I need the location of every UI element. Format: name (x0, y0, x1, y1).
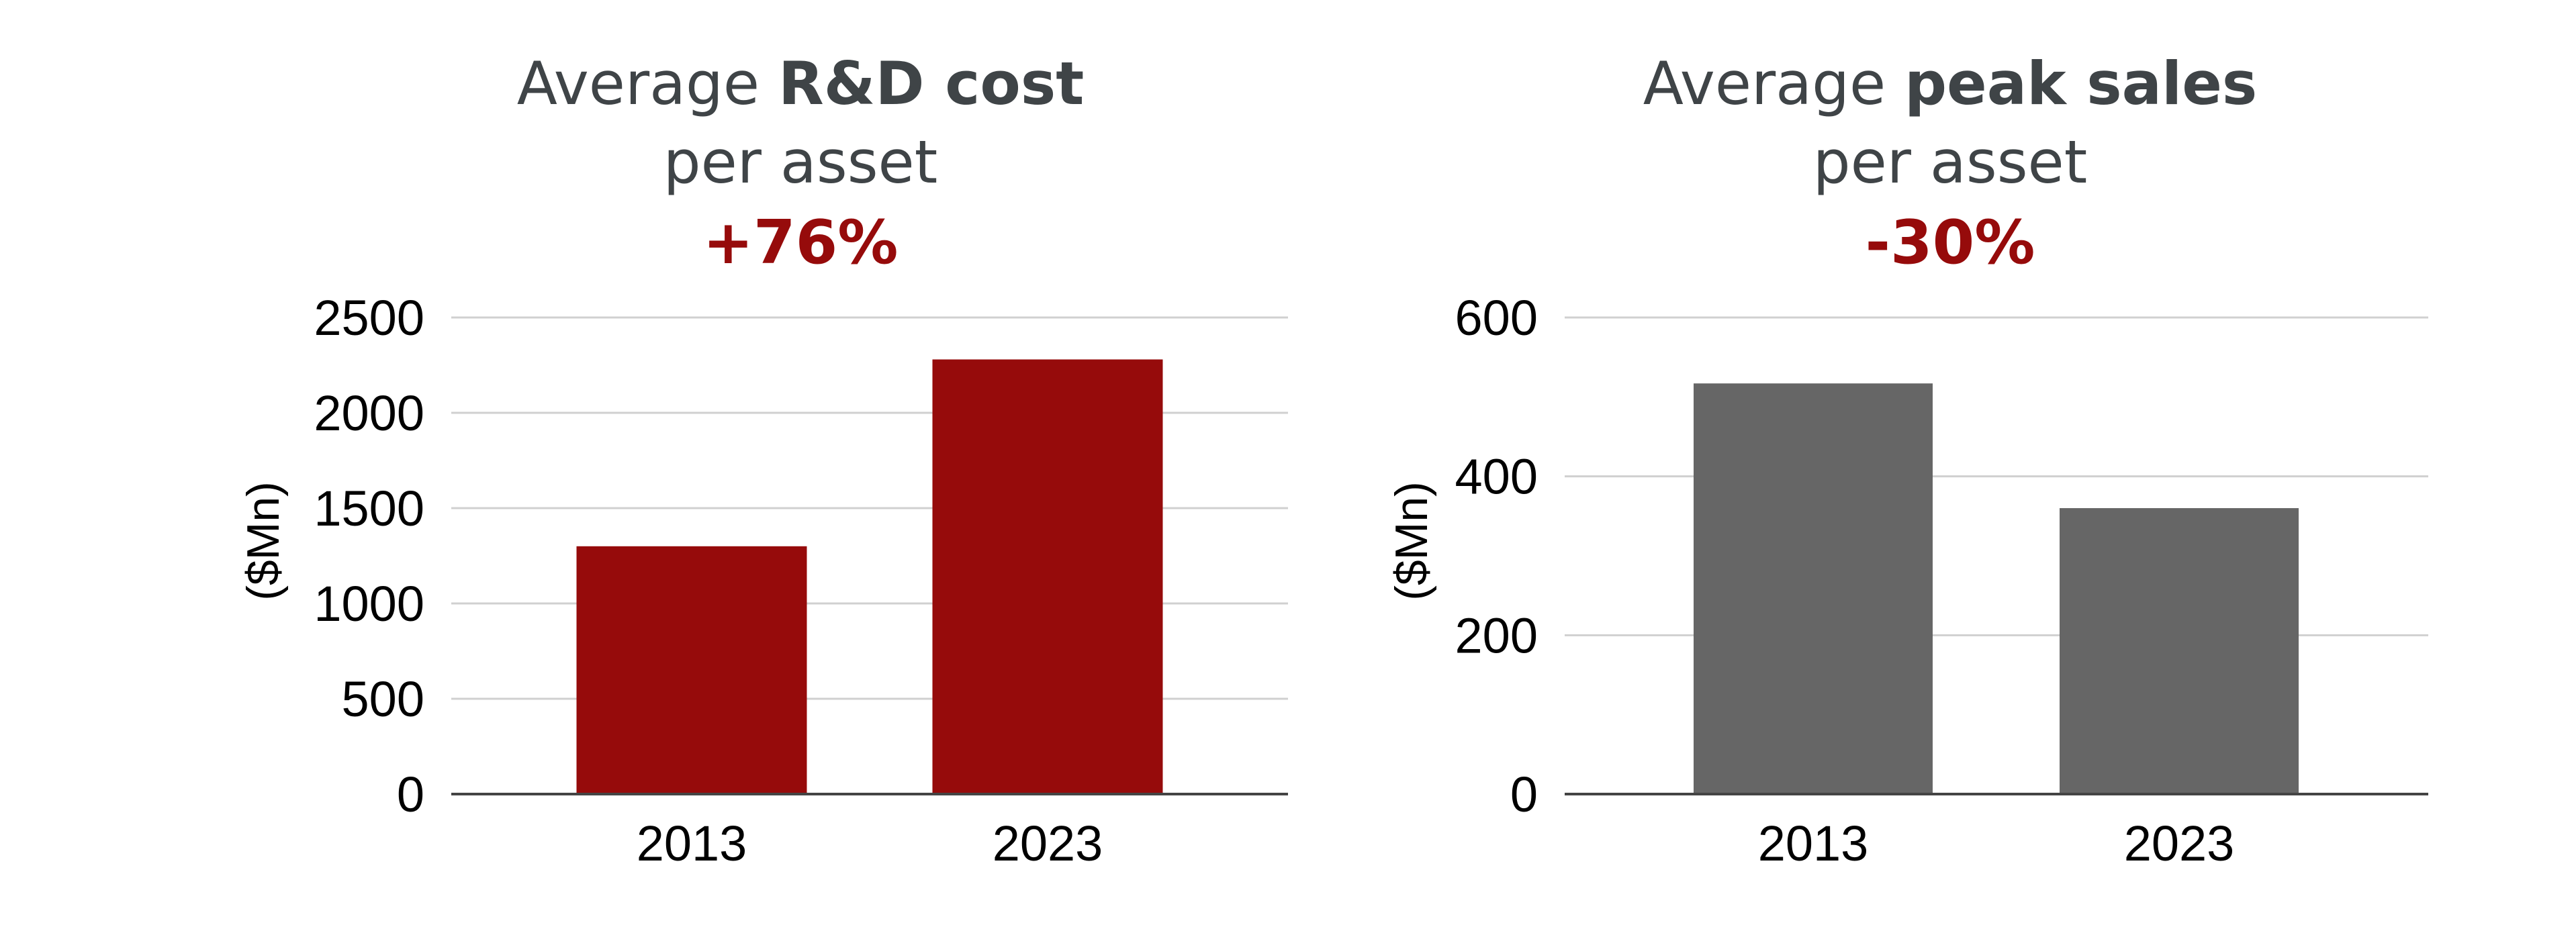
rd-cost-chart-title-line1: Average R&D cost (517, 49, 1085, 118)
rd-cost-change-label: +76% (703, 207, 899, 278)
rd-cost-chart-title-line2: per asset (663, 128, 937, 197)
rd-cost-bar-2023 (932, 359, 1163, 794)
peak-sales-x-ticks: 2013 2023 (1758, 816, 2235, 871)
rd-cost-x-ticks: 2013 2023 (637, 816, 1103, 871)
peak-sales-x-tick-label: 2023 (2124, 816, 2235, 871)
peak-sales-change-label: -30% (1866, 207, 2035, 278)
peak-sales-y-tick-label: 200 (1455, 607, 1538, 663)
peak-sales-bar-2023 (2060, 508, 2299, 794)
rd-cost-chart: Average R&D cost per asset +76% ($Mn) 0 5… (238, 49, 1288, 871)
peak-sales-x-tick-label: 2013 (1758, 816, 1869, 871)
rd-cost-y-tick-label: 1500 (314, 481, 424, 536)
peak-sales-title-bold: peak sales (1904, 49, 2257, 118)
rd-cost-title-prefix: Average (517, 49, 778, 118)
peak-sales-y-axis-title: ($Mn) (1386, 481, 1437, 601)
peak-sales-chart-title-line2: per asset (1813, 128, 2087, 197)
rd-cost-y-tick-label: 0 (397, 767, 424, 822)
rd-cost-y-tick-label: 2000 (314, 385, 424, 441)
rd-cost-y-ticks: 0 500 1000 1500 2000 2500 (314, 290, 424, 822)
rd-cost-bar-2013 (576, 546, 807, 794)
rd-cost-bars (451, 359, 1288, 795)
rd-cost-y-axis-title: ($Mn) (238, 481, 289, 601)
rd-cost-x-tick-label: 2013 (637, 816, 747, 871)
peak-sales-y-ticks: 0 200 400 600 (1455, 290, 1538, 822)
peak-sales-bar-2013 (1694, 383, 1933, 794)
peak-sales-bars (1565, 383, 2428, 795)
peak-sales-y-tick-label: 400 (1455, 449, 1538, 505)
rd-cost-title-bold: R&D cost (778, 49, 1084, 118)
peak-sales-chart: Average peak sales per asset -30% ($Mn) … (1386, 49, 2428, 871)
rd-cost-y-tick-label: 2500 (314, 290, 424, 346)
rd-cost-x-tick-label: 2023 (993, 816, 1103, 871)
peak-sales-y-tick-label: 0 (1510, 767, 1538, 822)
peak-sales-chart-title-line1: Average peak sales (1643, 49, 2258, 118)
rd-cost-y-tick-label: 500 (342, 671, 424, 727)
peak-sales-title-prefix: Average (1643, 49, 1904, 118)
peak-sales-y-tick-label: 600 (1455, 290, 1538, 346)
rd-cost-y-tick-label: 1000 (314, 576, 424, 632)
